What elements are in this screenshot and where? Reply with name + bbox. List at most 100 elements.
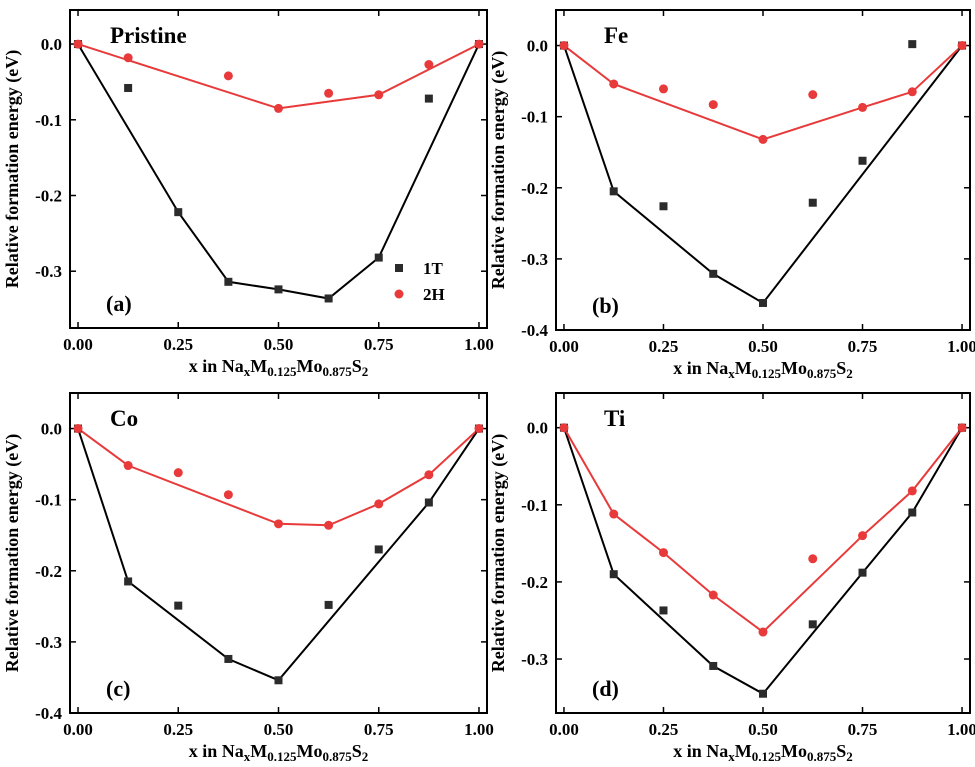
data-point-2H	[123, 461, 133, 471]
x-tick-label: 1.00	[947, 720, 975, 739]
data-point-1T	[759, 298, 767, 307]
hull-line-2H	[77, 427, 480, 527]
y-axis-title: Relative formation energy (eV)	[2, 434, 23, 672]
x-axis-title: x in NaxM0.125Mo0.875S2	[673, 358, 853, 381]
panel-label: (b)	[592, 293, 619, 318]
y-tick-label: 0.0	[41, 35, 62, 54]
data-point-1T	[324, 294, 333, 303]
data-point-2H	[708, 100, 718, 110]
data-point-1T	[424, 498, 433, 507]
x-axis-title-part: S	[836, 358, 846, 378]
x-axis-title: x in NaxM0.125Mo0.875S2	[673, 741, 853, 764]
data-point-1T	[858, 156, 867, 165]
data-point-1T	[274, 285, 283, 294]
data-point-2H	[758, 627, 768, 637]
x-tick-label: 0.50	[748, 720, 778, 739]
x-tick-label: 1.00	[464, 720, 494, 739]
data-point-2H	[274, 519, 283, 529]
data-point-2H	[658, 548, 668, 558]
panel-label: (a)	[106, 291, 132, 316]
panel-a: 0.00 0.25 0.50 0.75 1.00 0.0 -0.1 -0.2 -0.3 x in …	[2, 9, 494, 379]
panel-title: Ti	[604, 406, 626, 431]
data-point-2H	[474, 424, 484, 434]
x-tick-label: 0.25	[649, 720, 679, 739]
x-axis-title-subscript: x	[728, 366, 735, 381]
legend-label: 2H	[423, 285, 445, 304]
data-point-1T	[858, 568, 867, 577]
data-point-1T	[174, 601, 183, 610]
x-tick-label: 0.25	[163, 720, 193, 739]
x-axis-title-subscript: 0.875	[807, 749, 837, 764]
data-point-2H	[957, 423, 967, 433]
y-tick-label: -0.2	[35, 187, 62, 206]
x-axis-title-part: M	[250, 741, 267, 761]
hull-line-1T	[77, 43, 480, 300]
y-tick-label: -0.2	[35, 562, 62, 581]
hull-line-1T	[77, 428, 480, 682]
legend-marker-1T	[395, 264, 403, 272]
data-point-2H	[73, 424, 83, 434]
panel-d: 0.00 0.25 0.50 0.75 1.00 0.0 -0.1 -0.2 -0.3 x in …	[488, 392, 975, 764]
y-tick-label: -0.1	[521, 108, 548, 127]
x-axis-title-part: Mo	[781, 358, 807, 378]
data-point-1T	[174, 208, 183, 217]
x-tick-label: 0.00	[63, 720, 93, 739]
data-point-2H	[858, 531, 868, 541]
x-axis-title-subscript: 2	[846, 749, 853, 764]
data-point-2H	[907, 87, 917, 97]
data-point-2H	[173, 468, 183, 478]
data-point-1T	[374, 545, 383, 554]
y-tick-label: -0.3	[35, 262, 62, 281]
data-point-2H	[907, 486, 917, 496]
data-point-2H	[808, 90, 818, 100]
data-point-2H	[808, 554, 818, 564]
data-point-2H	[123, 53, 133, 63]
hull-line-2H	[77, 43, 480, 110]
data-point-1T	[709, 661, 718, 670]
data-point-1T	[224, 654, 233, 663]
x-tick-label: 0.00	[549, 337, 579, 356]
x-axis-title-part: M	[735, 358, 752, 378]
y-tick-label: 0.0	[527, 419, 548, 438]
data-point-1T	[908, 508, 917, 517]
panel-label: (d)	[592, 676, 619, 701]
data-point-2H	[324, 520, 334, 530]
data-point-1T	[424, 94, 433, 103]
data-point-1T	[224, 277, 233, 286]
x-tick-label: 0.00	[63, 335, 93, 354]
x-tick-label: 0.75	[364, 335, 394, 354]
panel-b: 0.00 0.25 0.50 0.75 1.00 0.0 -0.1 -0.2 -0.3 -0.4 x…	[488, 9, 975, 381]
x-axis-title-part: S	[352, 356, 362, 376]
x-axis-title-part: Mo	[297, 741, 323, 761]
x-axis-title-part: Mo	[297, 356, 323, 376]
x-axis-title-part: x in Na	[673, 358, 728, 378]
x-axis-title: x in NaxM0.125Mo0.875S2	[189, 741, 369, 764]
x-axis-title-part: Mo	[781, 741, 807, 761]
x-axis-title-part: x in Na	[673, 741, 728, 761]
data-point-2H	[424, 60, 434, 70]
panel-title: Co	[110, 406, 138, 431]
data-point-2H	[223, 71, 233, 81]
plot-frame	[69, 392, 488, 714]
data-point-2H	[374, 90, 384, 100]
y-tick-label: -0.1	[35, 111, 62, 130]
hull-line-1T	[563, 427, 963, 695]
data-point-2H	[73, 39, 83, 49]
y-tick-label: -0.2	[521, 179, 548, 198]
x-axis-title-part: S	[352, 741, 362, 761]
x-axis-title-part: S	[836, 741, 846, 761]
y-axis-title: Relative formation energy (eV)	[488, 51, 509, 289]
data-point-2H	[658, 84, 668, 94]
y-tick-label: -0.2	[521, 573, 548, 592]
data-point-1T	[274, 676, 283, 685]
panel-title: Pristine	[110, 23, 187, 48]
data-point-1T	[908, 40, 917, 49]
x-axis-title-subscript: 0.875	[807, 366, 837, 381]
x-axis-title-subscript: 0.125	[267, 749, 297, 764]
data-point-1T	[324, 600, 333, 609]
plot-frame	[555, 392, 971, 714]
data-point-1T	[124, 577, 133, 586]
data-point-1T	[374, 253, 383, 262]
legend-marker-2H	[394, 289, 404, 299]
